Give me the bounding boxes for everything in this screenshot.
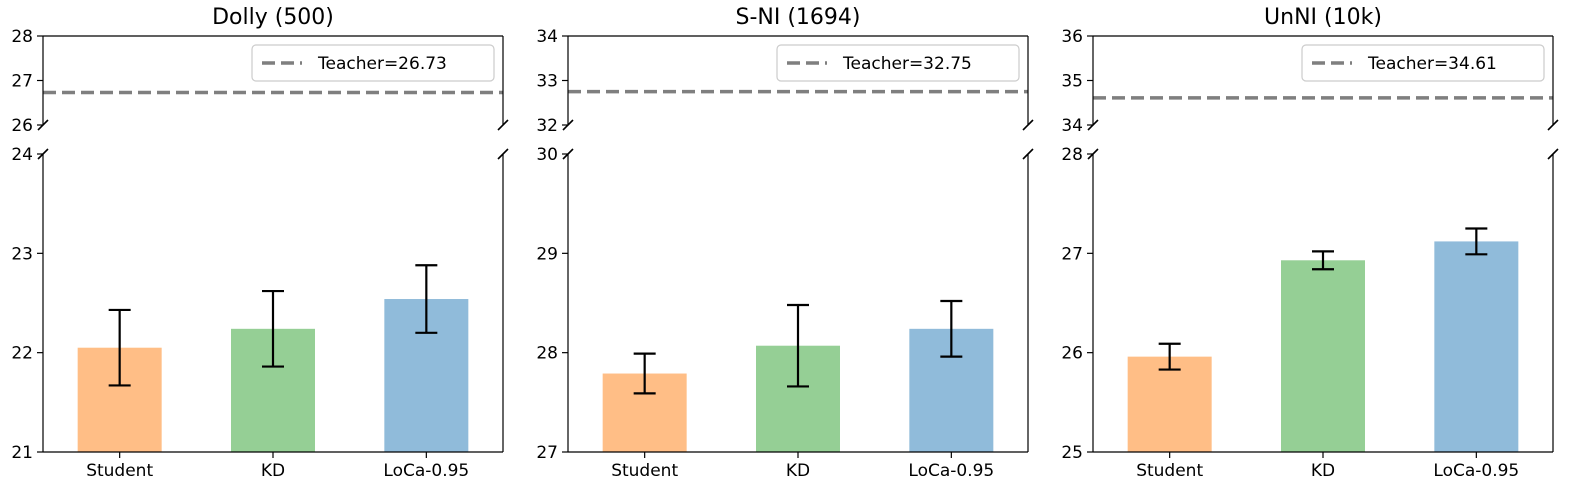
x-tick-label: Student <box>611 461 678 481</box>
legend-label: Teacher=34.61 <box>1367 54 1497 74</box>
lower-y-tick-label: 27 <box>1061 244 1083 264</box>
lower-y-tick-label: 26 <box>1061 344 1083 364</box>
x-tick-label: Student <box>86 461 153 481</box>
lower-y-tick-label: 25 <box>1061 443 1083 463</box>
x-tick-label: KD <box>261 461 285 481</box>
upper-y-tick-label: 34 <box>536 27 558 47</box>
x-tick-label: KD <box>1311 461 1335 481</box>
legend-box <box>1301 44 1545 82</box>
bar-0 <box>1127 356 1212 452</box>
upper-y-tick-label: 34 <box>1061 116 1083 136</box>
chart-title: UnNI (10k) <box>1264 5 1382 30</box>
chart-title: S-NI (1694) <box>736 5 861 30</box>
chart-panel-1: S-NI (1694) Student KD LoCa-0.95 32 33 34 27 28 2… <box>536 5 1034 481</box>
lower-y-tick-label: 28 <box>1061 145 1083 165</box>
x-tick-label: LoCa-0.95 <box>383 461 469 481</box>
x-tick-label: LoCa-0.95 <box>908 461 994 481</box>
axis-break-mark-1 <box>497 119 509 131</box>
lower-y-tick-label: 23 <box>11 244 33 264</box>
lower-y-tick-label: 30 <box>536 145 558 165</box>
legend-box <box>251 44 495 82</box>
lower-y-tick-label: 29 <box>536 244 558 264</box>
axis-break-mark-3 <box>1547 148 1559 160</box>
lower-y-tick-label: 27 <box>536 443 558 463</box>
chart-panel-2: UnNI (10k) Student KD LoCa-0.95 34 35 36 25 26 27… <box>1061 5 1559 481</box>
axis-break-mark-1 <box>1547 119 1559 131</box>
bar-2 <box>1434 241 1519 452</box>
upper-y-tick-label: 32 <box>536 116 558 136</box>
axis-break-mark-3 <box>497 148 509 160</box>
x-tick-label: KD <box>786 461 810 481</box>
upper-y-tick-label: 27 <box>11 72 33 92</box>
axis-break-mark-3 <box>1022 148 1034 160</box>
chart-title: Dolly (500) <box>212 5 334 30</box>
legend-box <box>776 44 1020 82</box>
lower-y-tick-label: 21 <box>11 443 33 463</box>
x-tick-label: Student <box>1136 461 1203 481</box>
bar-1 <box>1281 260 1365 452</box>
legend-label: Teacher=32.75 <box>842 54 972 74</box>
upper-y-tick-label: 26 <box>11 116 33 136</box>
chart-panel-0: Dolly (500) Student KD LoCa-0.95 26 27 28 21 22 2… <box>11 5 509 481</box>
lower-y-tick-label: 22 <box>11 344 33 364</box>
upper-y-tick-label: 35 <box>1061 72 1083 92</box>
upper-y-tick-label: 28 <box>11 27 33 47</box>
legend-label: Teacher=26.73 <box>317 54 447 74</box>
x-tick-label: LoCa-0.95 <box>1433 461 1519 481</box>
lower-y-tick-label: 28 <box>536 344 558 364</box>
lower-y-tick-label: 24 <box>11 145 33 165</box>
axis-break-mark-1 <box>1022 119 1034 131</box>
upper-y-tick-label: 33 <box>536 72 558 92</box>
upper-y-tick-label: 36 <box>1061 27 1083 47</box>
